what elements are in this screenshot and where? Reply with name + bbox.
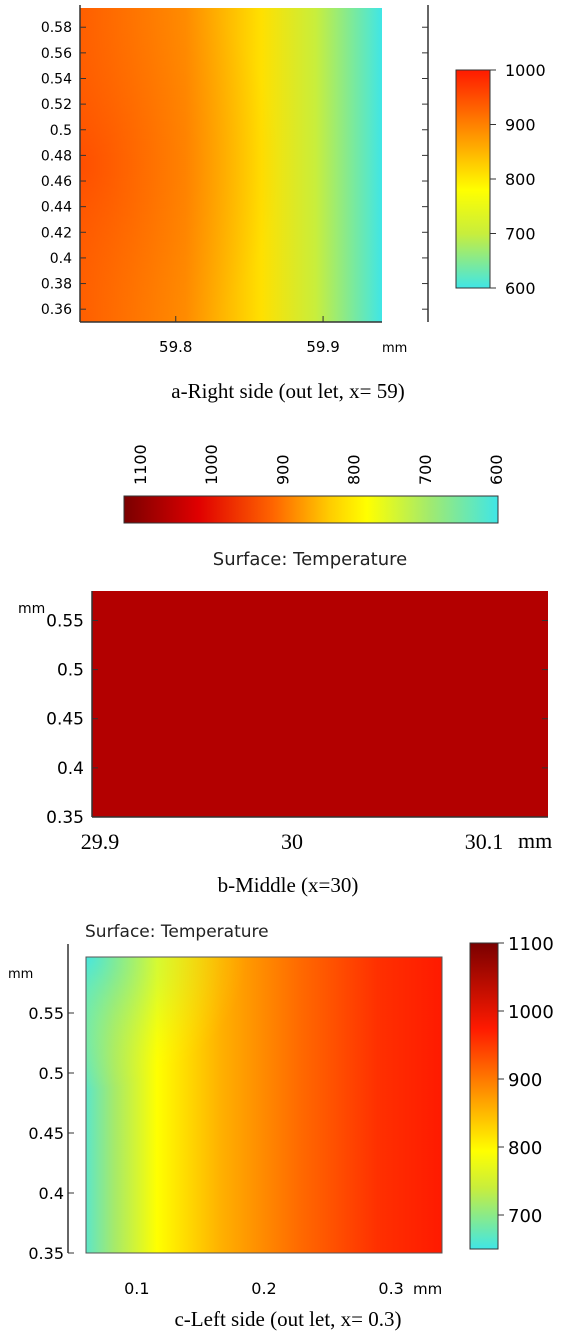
colorbar	[123, 495, 499, 524]
x-tick-labels: 59.8 59.9	[159, 316, 340, 356]
colorbar	[455, 69, 491, 289]
colorbar-tick-label: 800	[345, 454, 364, 485]
y-tick-label: 0.58	[41, 20, 72, 36]
x-tick-labels: 29.9 30 30.1	[81, 829, 504, 854]
x-unit-label: mm	[413, 1280, 442, 1298]
colorbar-tick-label: 800	[505, 170, 536, 189]
colorbar-tick-label: 900	[505, 116, 536, 135]
x-tick-label: 30.1	[465, 829, 504, 854]
y-tick-label: 0.4	[57, 759, 84, 779]
colorbar-tick-label: 1000	[505, 61, 546, 80]
y-tick-label: 0.35	[46, 808, 84, 828]
colorbar	[469, 942, 499, 1250]
x-tick-label: 0.1	[124, 1279, 149, 1298]
heatmap-field-shading	[80, 8, 382, 322]
y-tick-label: 0.5	[50, 123, 72, 139]
colorbar-tick-labels: 1100 1000 900 800 700	[498, 934, 554, 1227]
chart-title: Surface: Temperature	[213, 549, 407, 570]
y-tick-labels: 0.55 0.5 0.45 0.4 0.35	[28, 1004, 74, 1263]
y-tick-label: 0.55	[46, 611, 84, 631]
y-unit-label: mm	[8, 967, 33, 982]
x-tick-label: 59.8	[159, 338, 192, 356]
y-tick-label: 0.55	[28, 1004, 64, 1023]
caption: b-Middle (x=30)	[218, 873, 359, 897]
colorbar-tick-label: 600	[487, 454, 506, 485]
colorbar-tick-labels: 1000 900 800 700 600	[490, 61, 546, 298]
plot-frame	[85, 956, 443, 1254]
x-tick-label: 30	[281, 829, 303, 854]
colorbar-tick-label: 700	[508, 1206, 542, 1227]
colorbar-tick-label: 600	[505, 279, 536, 298]
y-tick-label: 0.38	[41, 277, 72, 293]
y-tick-label: 0.52	[41, 97, 72, 113]
x-tick-label: 29.9	[81, 829, 120, 854]
x-tick-labels: 0.1 0.2 0.3	[124, 1279, 404, 1298]
y-tick-label: 0.5	[39, 1064, 64, 1083]
y-tick-labels: 0.55 0.5 0.45 0.4 0.35	[46, 611, 548, 828]
y-tick-label: 0.48	[41, 148, 72, 164]
panel-left-side: Surface: Temperature mm 0.55 0.5 0.45 0.4 0.…	[0, 900, 576, 1333]
chart-title: Surface: Temperature	[85, 922, 269, 942]
y-tick-label: 0.54	[41, 71, 72, 87]
x-unit-label: mm	[518, 828, 552, 853]
x-tick-label: 0.2	[251, 1279, 276, 1298]
chart-middle: 1100 1000 900 800 700 600 Surface: Temperatur…	[18, 444, 552, 897]
colorbar-tick-label: 700	[505, 225, 536, 244]
panel-right-side: 0.58 0.56 0.54 0.52 0.5 0.48 0.46 0.44 0.42 0.4 0.…	[0, 0, 576, 425]
heatmap-field	[92, 591, 548, 817]
colorbar-tick-label: 700	[416, 454, 435, 485]
x-tick-label: 0.3	[378, 1279, 403, 1298]
y-tick-label: 0.45	[46, 710, 84, 730]
panel-middle: 1100 1000 900 800 700 600 Surface: Temperatur…	[0, 425, 576, 900]
colorbar-tick-label: 900	[508, 1070, 542, 1091]
colorbar-tick-label: 1100	[131, 444, 150, 485]
y-unit-label: mm	[18, 601, 45, 617]
y-tick-label: 0.56	[41, 46, 72, 62]
colorbar-tick-label: 900	[273, 454, 292, 485]
y-tick-label: 0.5	[57, 661, 84, 681]
y-tick-label: 0.42	[41, 225, 72, 241]
caption: c-Left side (out let, x= 0.3)	[174, 1307, 401, 1331]
chart-right-side: 0.58 0.56 0.54 0.52 0.5 0.48 0.46 0.44 0.42 0.4 0.…	[41, 5, 546, 403]
y-tick-label: 0.36	[41, 302, 72, 318]
y-tick-label: 0.45	[28, 1124, 64, 1143]
y-tick-label: 0.44	[41, 200, 72, 216]
heatmap-field-shading	[86, 957, 442, 1253]
chart-left-side: Surface: Temperature mm 0.550.50.450.40.…	[8, 922, 554, 1331]
y-tick-label: 0.4	[50, 251, 72, 267]
y-tick-label: 0.4	[39, 1184, 64, 1203]
y-tick-label: 0.35	[28, 1244, 64, 1263]
colorbar-tick-label: 1000	[202, 444, 221, 485]
colorbar-tick-label: 1000	[508, 1002, 554, 1023]
colorbar-tick-label: 1100	[508, 934, 554, 955]
y-tick-labels: 0.58 0.56 0.54 0.52 0.5 0.48 0.46 0.44 0.42 0.4 0.…	[41, 20, 428, 318]
caption: a-Right side (out let, x= 59)	[171, 379, 404, 403]
x-tick-label: 59.9	[306, 338, 339, 356]
y-tick-label: 0.46	[41, 174, 72, 190]
x-unit-label: mm	[382, 341, 407, 356]
colorbar-tick-label: 800	[508, 1138, 542, 1159]
